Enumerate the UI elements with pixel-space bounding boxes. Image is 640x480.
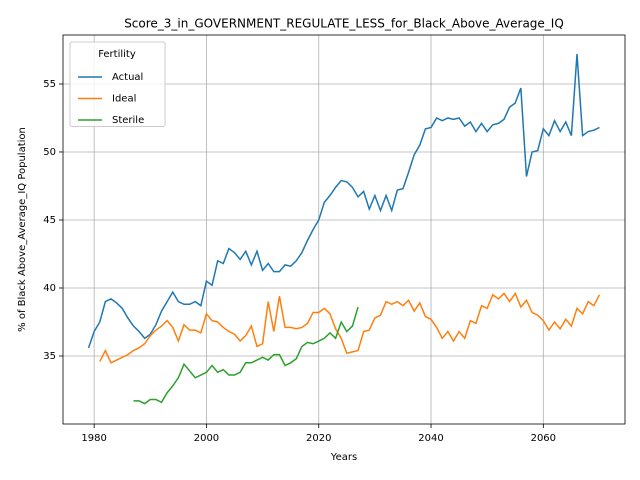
x-tick-label: 2060	[531, 433, 556, 444]
x-tick-label: 1980	[81, 433, 106, 444]
x-tick-label: 2020	[306, 433, 331, 444]
x-tick-label: 2040	[418, 433, 443, 444]
legend-label: Actual	[112, 72, 143, 83]
y-tick-label: 45	[43, 215, 56, 226]
legend-frame	[69, 41, 166, 127]
y-tick-label: 50	[43, 147, 56, 158]
x-tick-label: 2000	[194, 433, 219, 444]
y-axis-label: % of Black Above_Average_IQ Population	[17, 127, 28, 332]
y-tick-label: 40	[43, 283, 56, 294]
y-tick-label: 55	[43, 79, 56, 90]
legend-label: Ideal	[112, 94, 136, 105]
legend-label: Sterile	[112, 115, 144, 126]
line-series	[99, 291, 601, 364]
y-tick-label: 35	[43, 351, 56, 362]
legend-title: Fertility	[98, 49, 136, 60]
line-series	[133, 306, 359, 405]
x-axis-label: Years	[330, 452, 357, 463]
chart-title: Score_3_in_GOVERNMENT_REGULATE_LESS_for_…	[124, 17, 564, 31]
line-series	[87, 53, 600, 349]
legend: Fertility Actual Ideal Sterile	[69, 41, 166, 127]
plot-frame	[62, 34, 626, 425]
